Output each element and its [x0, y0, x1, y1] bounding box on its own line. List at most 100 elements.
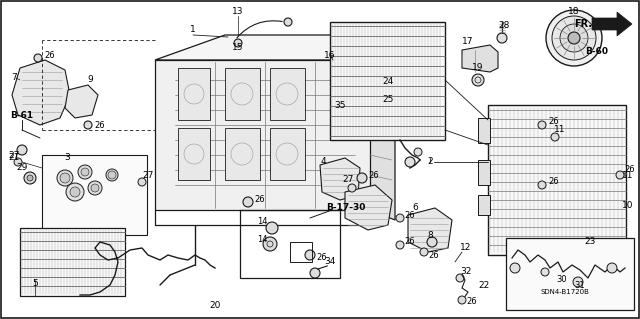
Circle shape	[546, 10, 602, 66]
Circle shape	[552, 16, 596, 60]
Text: 26: 26	[548, 117, 559, 127]
Circle shape	[57, 170, 73, 186]
Text: 32: 32	[460, 268, 472, 277]
Text: 4: 4	[320, 158, 326, 167]
Circle shape	[234, 39, 242, 47]
Text: 11: 11	[622, 170, 634, 180]
Bar	[240, 210, 340, 278]
Text: 27: 27	[142, 170, 154, 180]
Circle shape	[14, 158, 22, 166]
Circle shape	[263, 237, 277, 251]
Text: 27: 27	[342, 175, 354, 184]
Text: 23: 23	[584, 238, 596, 247]
Circle shape	[81, 168, 89, 176]
Bar	[488, 105, 626, 255]
Text: 21: 21	[8, 153, 20, 162]
Polygon shape	[370, 35, 395, 220]
Polygon shape	[12, 60, 70, 125]
Text: 26: 26	[317, 254, 327, 263]
Circle shape	[560, 24, 588, 52]
Bar	[506, 238, 634, 310]
Text: B-61: B-61	[10, 110, 33, 120]
Text: 1: 1	[190, 26, 196, 34]
Circle shape	[27, 175, 33, 181]
Bar	[478, 118, 490, 143]
Circle shape	[60, 173, 70, 183]
Polygon shape	[592, 12, 632, 36]
Circle shape	[396, 214, 404, 222]
Text: 17: 17	[462, 38, 474, 47]
Text: 26: 26	[95, 121, 106, 130]
Text: 18: 18	[568, 8, 580, 17]
Circle shape	[510, 263, 520, 273]
Text: 31: 31	[575, 280, 586, 290]
Text: 22: 22	[478, 280, 490, 290]
Circle shape	[108, 171, 116, 179]
Text: 26: 26	[429, 250, 439, 259]
Polygon shape	[345, 185, 392, 230]
Circle shape	[538, 121, 546, 129]
Text: 24: 24	[382, 78, 394, 86]
Circle shape	[458, 296, 466, 304]
Text: 5: 5	[32, 279, 38, 288]
Circle shape	[66, 183, 84, 201]
Circle shape	[310, 268, 320, 278]
Text: B-17-30: B-17-30	[326, 204, 365, 212]
Circle shape	[284, 18, 292, 26]
Circle shape	[138, 178, 146, 186]
Circle shape	[24, 172, 36, 184]
Bar	[178, 128, 210, 180]
Text: SDN4-B1720B: SDN4-B1720B	[541, 289, 589, 295]
Text: 20: 20	[209, 300, 221, 309]
Bar	[478, 160, 490, 185]
Text: FR.: FR.	[574, 19, 592, 29]
Polygon shape	[155, 35, 370, 60]
Text: 12: 12	[460, 243, 472, 253]
Circle shape	[88, 181, 102, 195]
Circle shape	[405, 157, 415, 167]
Polygon shape	[65, 85, 98, 118]
Text: 34: 34	[324, 257, 336, 266]
Circle shape	[17, 145, 27, 155]
Text: 9: 9	[87, 76, 93, 85]
Circle shape	[420, 248, 428, 256]
Polygon shape	[320, 158, 360, 200]
Bar	[270, 128, 305, 180]
Bar	[478, 195, 490, 215]
Text: B-60: B-60	[586, 48, 609, 56]
Text: 6: 6	[412, 204, 418, 212]
Text: 26: 26	[369, 170, 380, 180]
Circle shape	[573, 277, 583, 287]
Circle shape	[78, 165, 92, 179]
Circle shape	[427, 237, 437, 247]
Circle shape	[396, 241, 404, 249]
Text: 26: 26	[255, 196, 266, 204]
Circle shape	[472, 74, 484, 86]
Text: 26: 26	[548, 177, 559, 187]
Circle shape	[541, 268, 549, 276]
Circle shape	[538, 181, 546, 189]
Bar	[225, 68, 260, 120]
Text: 26: 26	[404, 238, 415, 247]
Text: 14: 14	[257, 235, 268, 244]
Circle shape	[357, 173, 367, 183]
Text: 30: 30	[557, 276, 567, 285]
Circle shape	[607, 263, 617, 273]
Text: 25: 25	[382, 95, 394, 105]
Text: 26: 26	[404, 211, 415, 219]
Text: 3: 3	[64, 153, 70, 162]
Bar	[290, 242, 312, 262]
Circle shape	[568, 32, 580, 44]
Bar	[330, 22, 445, 140]
Text: 19: 19	[472, 63, 484, 72]
Circle shape	[456, 274, 464, 282]
Text: 8: 8	[427, 231, 433, 240]
Text: 11: 11	[554, 125, 566, 135]
Circle shape	[414, 148, 422, 156]
Bar	[178, 68, 210, 120]
Circle shape	[497, 33, 507, 43]
Text: 7: 7	[11, 73, 17, 83]
Polygon shape	[462, 45, 498, 72]
Text: 15: 15	[232, 43, 244, 53]
Text: 27: 27	[8, 152, 20, 160]
